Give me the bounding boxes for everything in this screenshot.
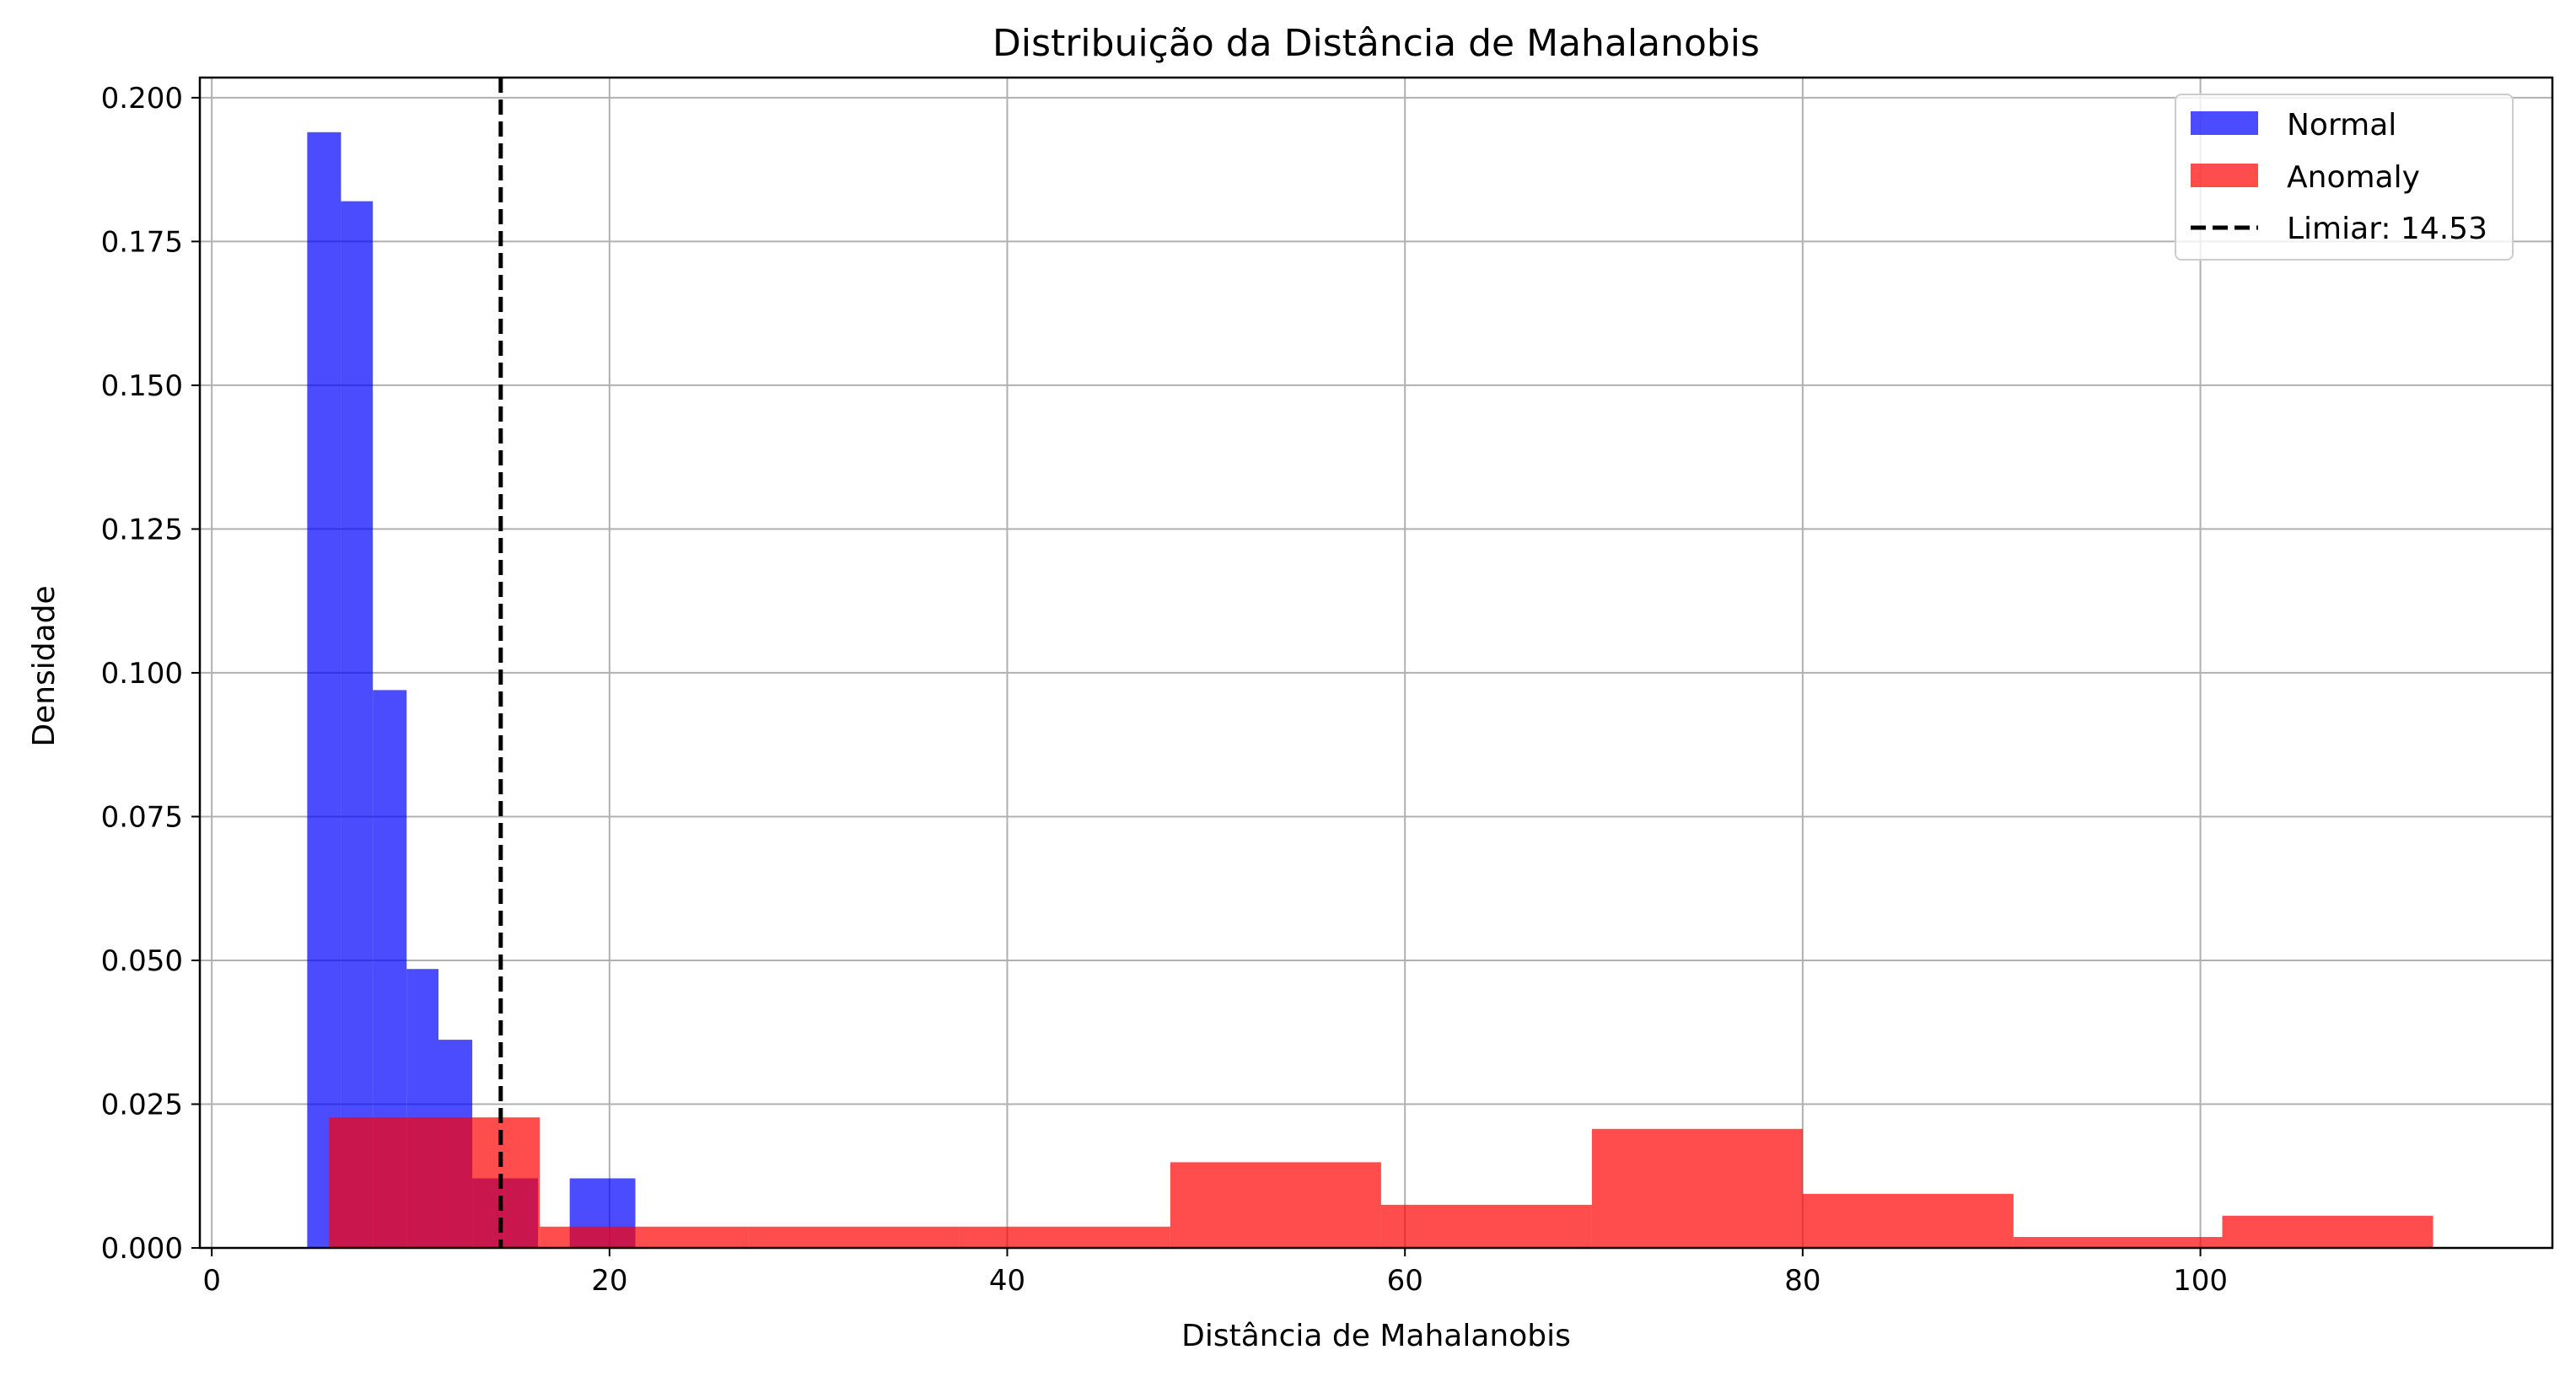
anomaly-bar [1591,1128,1803,1248]
anomaly-bar [1170,1162,1381,1248]
y-tick-label: 0.175 [101,225,183,259]
plot-frame [198,76,2554,1250]
anomaly-bar [748,1226,960,1248]
x-tick-label: 0 [202,1264,221,1298]
x-tick-label: 100 [2173,1264,2228,1298]
y-tick-label: 0.000 [101,1232,183,1266]
normal-bars [307,132,636,1249]
chart-title: Distribuição da Distância de Mahalanobis [992,22,1760,65]
x-tick-label: 40 [989,1264,1025,1298]
anomaly-bar [329,1117,540,1248]
anomaly-bar [2013,1237,2223,1248]
tick-labels: 0 20 40 60 80 100 0.000 0.025 0.050 0.075 0.100 0.1… [101,82,2228,1298]
y-tick-label: 0.075 [101,800,183,834]
axes [198,76,2554,1250]
y-tick-label: 0.050 [101,944,183,978]
y-axis-label: Densidade [27,585,62,746]
legend-label-threshold: Limiar: 14.53 [2287,212,2487,246]
y-tick-label: 0.100 [101,657,183,691]
legend-swatch-anomaly [2191,164,2258,187]
legend-label-normal: Normal [2287,108,2396,143]
legend: Normal Anomaly Limiar: 14.53 [2175,94,2514,261]
x-tick-label: 60 [1387,1264,1423,1298]
anomaly-bar [959,1226,1170,1248]
anomaly-bar [1380,1204,1592,1248]
legend-swatch-normal [2191,111,2258,135]
y-tick-label: 0.125 [101,513,183,546]
anomaly-bar [1802,1193,2014,1248]
anomaly-bar [2222,1215,2433,1248]
x-tick-label: 20 [591,1264,627,1298]
x-axis-label: Distância de Mahalanobis [1181,1319,1571,1353]
y-tick-label: 0.150 [101,369,183,403]
normal-bar [307,132,341,1249]
legend-frame [2175,94,2514,261]
normal-bar [341,201,374,1248]
anomaly-bar [540,1226,749,1248]
anomaly-bars [329,1117,2433,1248]
x-tick-label: 80 [1784,1264,1820,1298]
y-tick-label: 0.200 [101,82,183,116]
y-tick-label: 0.025 [101,1088,183,1121]
grid-lines [200,78,2552,1249]
legend-label-anomaly: Anomaly [2287,160,2420,195]
